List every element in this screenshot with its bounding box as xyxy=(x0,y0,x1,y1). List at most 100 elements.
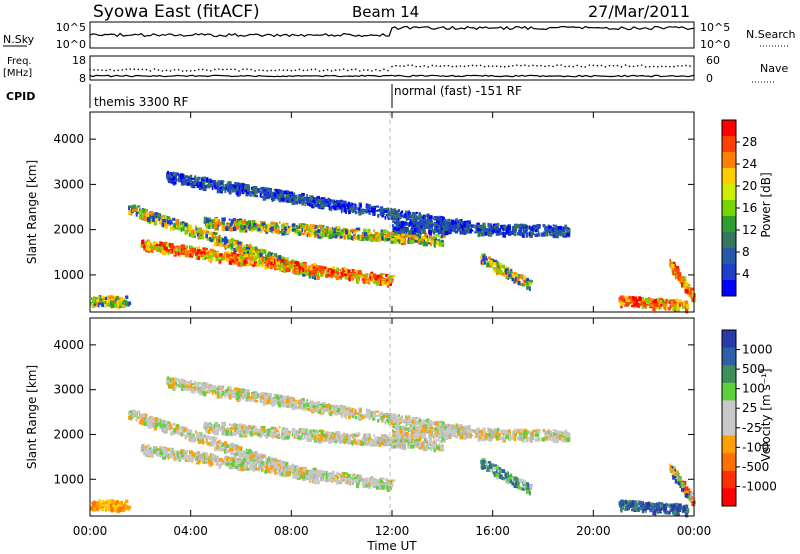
power-echo-7-52 xyxy=(690,287,694,291)
power-echo-4-464 xyxy=(474,231,477,234)
vel-echo-0-392 xyxy=(208,436,213,440)
nave-dot-88 xyxy=(443,64,446,67)
power-echo-4-182 xyxy=(552,224,556,227)
nave-dot-41 xyxy=(254,70,256,72)
vel-echo-0-494 xyxy=(231,443,235,446)
vel-echo-1-434 xyxy=(283,471,286,474)
vel-echo-1-408 xyxy=(162,454,166,460)
vel-echo-0-442 xyxy=(275,460,280,463)
nave-dot-126 xyxy=(596,64,599,67)
power-echo-2-144 xyxy=(198,185,203,191)
power-echo-1-670 xyxy=(205,250,209,253)
power-echo-2-807 xyxy=(167,170,170,175)
power-echo-2-679 xyxy=(382,208,385,214)
vel-echo-0-368 xyxy=(270,460,274,464)
power-echo-1-685 xyxy=(283,268,286,273)
power-echo-2-605 xyxy=(257,188,261,193)
power-echo-3-434 xyxy=(250,224,253,228)
power-echo-2-142 xyxy=(360,208,364,213)
vel-echo-1-335 xyxy=(267,466,272,469)
power-echo-3-106 xyxy=(425,239,428,242)
power-echo-4-457 xyxy=(503,225,507,230)
power-echo-0-201 xyxy=(282,256,285,260)
power-echo-4-477 xyxy=(412,221,416,226)
power-echo-0-223 xyxy=(162,222,166,227)
power-echo-2-562 xyxy=(288,194,292,198)
vel-echo-1-385 xyxy=(298,470,302,475)
power-echo-3-630 xyxy=(321,226,324,231)
vel-echo-1-57 xyxy=(196,451,201,456)
power-echo-3-533 xyxy=(301,232,305,236)
power-echo-2-810 xyxy=(278,188,281,192)
vel-echo-1-430 xyxy=(252,459,257,463)
vel-echo-1-397 xyxy=(285,463,288,467)
power-echo-0-79 xyxy=(240,248,244,251)
power-echo-3-491 xyxy=(243,219,247,224)
vel-echo-0-484 xyxy=(184,427,187,432)
power-echo-1-591 xyxy=(381,273,385,276)
power-echo-4-476 xyxy=(542,224,545,227)
nave-dot-2 xyxy=(97,69,99,71)
power-echo-1-485 xyxy=(327,273,330,277)
power-echo-0-517 xyxy=(276,258,279,262)
power-echo-0-422 xyxy=(279,256,283,261)
vel-echo-1-527 xyxy=(348,481,351,486)
vel-echo-0-438 xyxy=(133,412,138,417)
power-echo-4-3 xyxy=(549,230,551,236)
vel-echo-0-45 xyxy=(245,448,248,451)
power-echo-2-538 xyxy=(237,184,241,189)
nave-dot-34 xyxy=(226,68,228,71)
power-echo-7-63 xyxy=(683,286,688,290)
power-echo-3-353 xyxy=(277,229,280,233)
vel-echo-1-237 xyxy=(196,453,201,459)
vel-echo-1-358 xyxy=(180,456,183,459)
power-echo-4-442 xyxy=(416,221,421,225)
nave-dot-72 xyxy=(379,69,381,72)
vel-echo-1-503 xyxy=(342,474,346,478)
power-echo-2-701 xyxy=(411,212,415,217)
power-echo-6-175 xyxy=(625,302,630,307)
power-echo-3-528 xyxy=(380,229,383,232)
nave-dot-68 xyxy=(363,69,365,71)
power-echo-4-408 xyxy=(482,227,486,231)
vel-echo-1-428 xyxy=(357,474,362,480)
power-echo-4-391 xyxy=(564,224,568,229)
power-echo-6-43 xyxy=(669,304,673,308)
power-echo-4-50 xyxy=(476,222,480,227)
power-echo-4-86 xyxy=(492,229,497,233)
vel-echo-0-185 xyxy=(218,444,223,449)
power-echo-4-230 xyxy=(562,232,566,236)
power-echo-0-114 xyxy=(169,226,174,231)
power-echo-8-82 xyxy=(115,296,119,299)
power-echo-2-531 xyxy=(306,193,309,197)
vel-echo-1-413 xyxy=(368,483,371,488)
vel-echo-1-552 xyxy=(180,452,183,457)
power-echo-1-511 xyxy=(340,271,343,276)
power-echo-4-233 xyxy=(511,229,515,235)
power-echo-2-424 xyxy=(183,176,186,181)
power-echo-0-507 xyxy=(128,205,130,211)
vel-echo-0-347 xyxy=(136,416,140,420)
power-echo-6-135 xyxy=(638,303,641,307)
vel-echo-1-186 xyxy=(319,470,324,474)
power-echo-1-171 xyxy=(391,275,396,278)
power-echo-2-570 xyxy=(197,181,200,185)
power-echo-1-565 xyxy=(214,252,218,258)
power-echo-1-448 xyxy=(372,273,377,278)
vel-echo-0-351 xyxy=(267,457,271,462)
power-echo-4-78 xyxy=(513,226,518,232)
power-echo-1-335 xyxy=(267,262,272,265)
power-echo-2-660 xyxy=(273,194,278,199)
power-echo-3-597 xyxy=(378,238,382,243)
power-echo-2-812 xyxy=(447,218,451,224)
power-echo-1-661 xyxy=(258,260,262,265)
vel-echo-1-425 xyxy=(205,457,208,463)
power-echo-1-496 xyxy=(302,267,305,272)
power-echo-3-614 xyxy=(317,229,321,232)
vel-echo-0-497 xyxy=(211,438,214,443)
power-echo-3-611 xyxy=(422,242,427,247)
power-echo-2-658 xyxy=(299,194,304,199)
power-echo-0-227 xyxy=(316,275,320,280)
power-echo-6-179 xyxy=(643,299,646,303)
nave-dot-45 xyxy=(270,69,273,72)
